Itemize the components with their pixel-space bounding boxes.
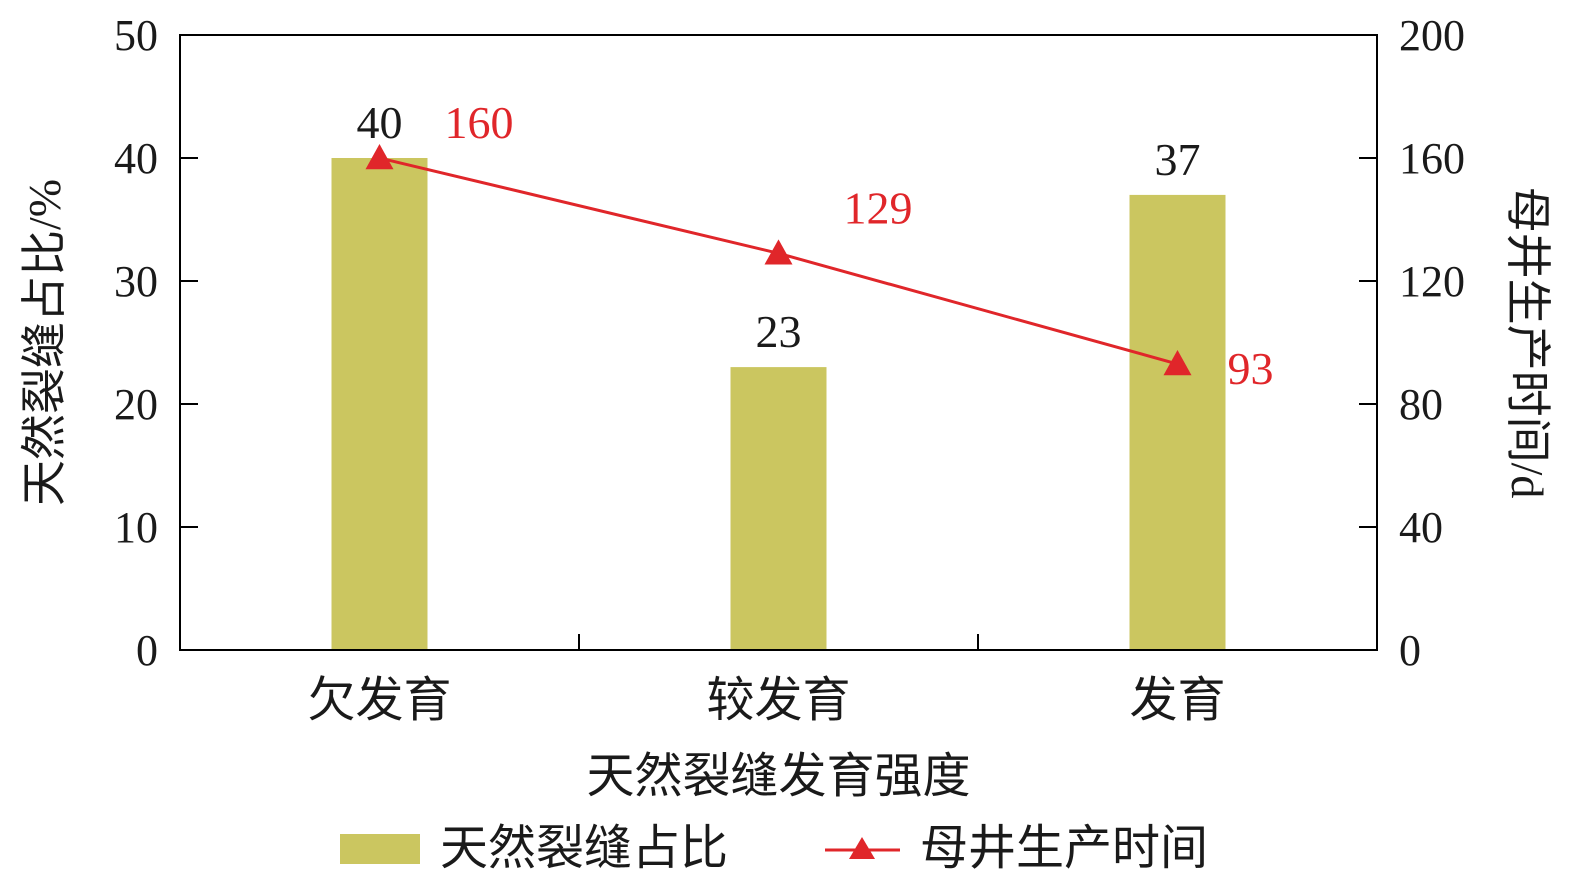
plot-frame [179,34,1378,651]
y2-tick-label: 40 [1399,503,1443,552]
y-tick-label: 40 [114,134,158,183]
y-tick-label: 0 [136,626,158,675]
y-tick-label: 50 [114,11,158,60]
x-axis-title: 天然裂缝发育强度 [586,750,970,803]
plot-area: 0 10 20 30 40 50 0 40 80 120 160 200 欠发育 较发育 发育 40 23 37 1… [19,11,1553,875]
legend-bar-swatch [340,834,420,864]
y2-tick-label: 120 [1399,257,1465,306]
legend-line-marker [849,837,875,859]
y-tick-label: 30 [114,257,158,306]
y2-axis-title: 母井生产时间/d [1502,187,1553,499]
legend-line-label: 母井生产时间 [920,822,1208,875]
line-marker-1 [365,144,394,170]
x-category-label: 发育 [1129,674,1225,727]
y2-tick-label: 0 [1399,626,1421,675]
y-tick-label: 10 [114,503,158,552]
y2-tick-label: 200 [1399,11,1465,60]
y2-tick-label: 160 [1399,134,1465,183]
legend-bar-label: 天然裂缝占比 [440,822,728,875]
line-value-label: 160 [445,97,514,148]
line-marker-3 [1163,350,1192,376]
bar-2 [730,367,827,650]
y-axis-title: 天然裂缝占比/% [19,179,70,506]
bar-1 [331,158,428,650]
y-tick-label: 20 [114,380,158,429]
bar-value-label: 37 [1155,134,1201,185]
bar-value-label: 40 [357,97,403,148]
y2-tick-label: 80 [1399,380,1443,429]
line-marker-2 [764,239,793,265]
x-category-label: 较发育 [706,674,850,727]
bar-3 [1129,194,1226,650]
x-category-label: 欠发育 [307,674,451,727]
line-value-label: 129 [844,182,913,233]
bar-value-label: 23 [756,306,802,357]
line-value-label: 93 [1228,343,1274,394]
